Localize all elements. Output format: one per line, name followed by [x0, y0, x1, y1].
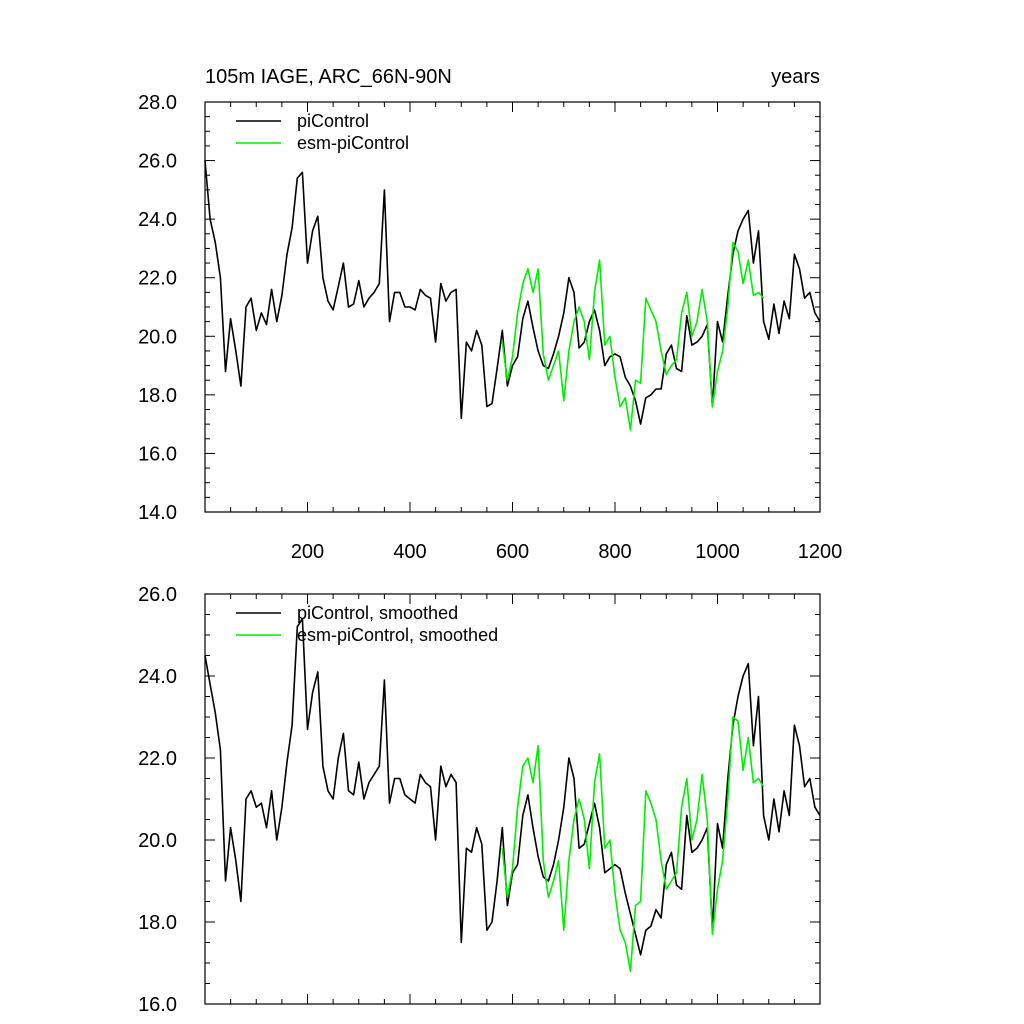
- x-tick-label: 1000: [695, 541, 740, 563]
- legend-label-esm-picontrol-smoothed: esm-piControl, smoothed: [297, 625, 498, 645]
- y-tick-label: 16.0: [138, 994, 177, 1016]
- bottom-ticks: 16.0 18.0 20.0 22.0 24.0 26.0: [138, 584, 821, 1016]
- top-panel: 105m IAGE, ARC_66N-90N years 14.0 16.0 18.…: [138, 66, 842, 563]
- y-tick-label: 16.0: [138, 443, 177, 465]
- top-series-layer: [204, 160, 821, 431]
- top-legend: piControl esm-piControl: [236, 111, 409, 153]
- bottom-legend: piControl, smoothed esm-piControl, smoot…: [236, 603, 498, 645]
- legend-label-picontrol-smoothed: piControl, smoothed: [297, 603, 458, 623]
- series-line-esm-picontrol-smoothed: [501, 716, 765, 973]
- y-tick-label: 22.0: [138, 748, 177, 770]
- y-tick-label: 20.0: [138, 830, 177, 852]
- x-tick-label: 400: [393, 541, 426, 563]
- y-tick-label: 20.0: [138, 326, 177, 348]
- bottom-series-layer: [204, 617, 821, 973]
- x-tick-label: 800: [598, 541, 631, 563]
- y-tick-label: 18.0: [138, 912, 177, 934]
- bottom-panel: 16.0 18.0 20.0 22.0 24.0 26.0 piControl, smoo…: [138, 584, 821, 1016]
- y-tick-label: 26.0: [138, 584, 177, 606]
- y-tick-label: 14.0: [138, 502, 177, 524]
- y-tick-label: 22.0: [138, 268, 177, 290]
- x-tick-label: 1200: [798, 541, 843, 563]
- x-tick-label: 200: [291, 541, 324, 563]
- top-units-label: years: [771, 66, 820, 88]
- y-tick-label: 28.0: [138, 92, 177, 114]
- top-title: 105m IAGE, ARC_66N-90N: [205, 66, 452, 88]
- y-tick-label: 18.0: [138, 385, 177, 407]
- top-ticks: 14.0 16.0 18.0 20.0 22.0 24.0 26.0 28.0 200 400 60…: [138, 92, 842, 563]
- legend-label-picontrol: piControl: [297, 111, 369, 131]
- y-tick-label: 24.0: [138, 666, 177, 688]
- series-line-esm-picontrol: [501, 241, 765, 431]
- y-tick-label: 24.0: [138, 209, 177, 231]
- series-line-picontrol: [204, 160, 821, 425]
- legend-label-esm-picontrol: esm-piControl: [297, 133, 409, 153]
- y-tick-label: 26.0: [138, 151, 177, 173]
- series-line-picontrol-smoothed: [204, 617, 821, 956]
- x-tick-label: 600: [496, 541, 529, 563]
